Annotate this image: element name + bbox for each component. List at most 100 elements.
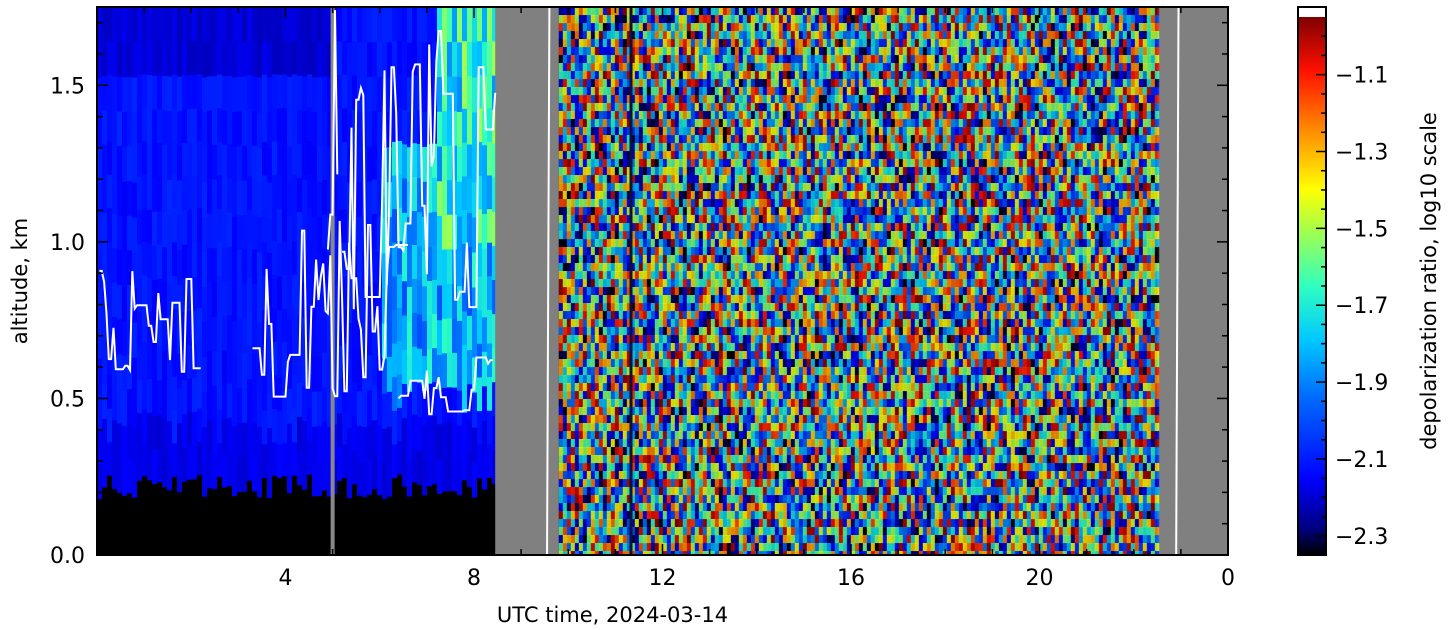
heatmap-cell [774,399,780,408]
heatmap-cell [132,7,138,43]
heatmap-cell [606,247,612,256]
heatmap-cell [730,55,736,64]
heatmap-cell [417,484,423,555]
heatmap-cell [566,495,572,504]
heatmap-cell [770,79,776,88]
heatmap-cell [714,423,720,432]
heatmap-cell [774,335,780,344]
heatmap-cell [770,551,776,555]
heatmap-cell [722,255,728,264]
heatmap-cell [674,439,680,448]
heatmap-cell [702,519,708,528]
heatmap-cell [666,367,672,376]
heatmap-cell [566,223,572,232]
heatmap-cell [558,367,564,376]
heatmap-cell [618,95,624,104]
heatmap-cell [277,376,283,411]
heatmap-cell [718,103,724,112]
heatmap-cell [766,551,772,555]
heatmap-cell [122,460,128,496]
heatmap-cell [626,407,632,416]
heatmap-cell [694,279,700,288]
heatmap-cell [302,144,308,180]
heatmap-cell [774,431,780,440]
heatmap-cell [690,351,696,360]
heatmap-cell [654,15,660,24]
heatmap-cell [722,231,728,240]
heatmap-cell [586,63,592,72]
heatmap-cell [614,391,620,400]
heatmap-cell [706,135,712,144]
heatmap-cell [590,423,596,432]
heatmap-cell [570,159,576,168]
heatmap-cell [562,95,568,104]
heatmap-cell [658,407,664,416]
heatmap-cell [427,143,433,179]
heatmap-cell [582,399,588,408]
heatmap-cell [598,367,604,376]
heatmap-cell [622,375,628,384]
heatmap-cell [292,40,298,75]
heatmap-cell [622,7,628,16]
heatmap-cell [686,495,692,504]
heatmap-cell [574,463,580,472]
heatmap-cell [642,343,648,352]
heatmap-cell [177,7,183,43]
heatmap-cell [392,141,398,176]
heatmap-cell [606,375,612,384]
heatmap-cell [750,455,756,464]
heatmap-cell [578,527,584,536]
heatmap-cell [750,255,756,264]
heatmap-cell [452,283,458,319]
heatmap-cell [562,127,568,136]
heatmap-cell [570,143,576,152]
heatmap-cell [242,179,248,216]
heatmap-cell [622,503,628,512]
heatmap-cell [722,15,728,24]
heatmap-cell [678,231,684,240]
heatmap-cell [738,495,744,504]
heatmap-cell [272,441,278,476]
heatmap-cell [670,359,676,368]
heatmap-cell [746,471,752,480]
heatmap-cell [402,280,408,316]
heatmap-cell [602,367,608,376]
heatmap-cell [734,367,740,376]
heatmap-cell [762,343,768,352]
heatmap-cell [586,343,592,352]
heatmap-cell [654,31,660,40]
heatmap-cell [590,375,596,384]
heatmap-cell [774,71,780,80]
heatmap-cell [422,76,428,113]
heatmap-cell [606,423,612,432]
heatmap-cell [674,63,680,72]
heatmap-cell [690,7,696,16]
heatmap-cell [610,543,616,552]
heatmap-cell [682,463,688,472]
heatmap-cell [558,503,564,512]
heatmap-cell [734,399,740,408]
heatmap-cell [642,7,648,16]
heatmap-cell [622,95,628,104]
heatmap-cell [626,359,632,368]
heatmap-cell [766,527,772,536]
heatmap-cell [630,375,636,384]
heatmap-cell [574,95,580,104]
heatmap-cell [594,287,600,296]
heatmap-cell [590,127,596,136]
heatmap-cell [654,487,660,496]
heatmap-cell [566,159,572,168]
heatmap-cell [187,108,193,143]
heatmap-cell [670,239,676,248]
heatmap-cell [678,431,684,440]
heatmap-cell [614,207,620,216]
heatmap-cell [614,343,620,352]
heatmap-cell [702,23,708,32]
heatmap-cell [770,239,776,248]
heatmap-cell [770,143,776,152]
heatmap-cell [372,316,378,352]
heatmap-cell [222,486,228,555]
heatmap-cell [562,375,568,384]
heatmap-cell [642,511,648,520]
heatmap-cell [706,87,712,96]
